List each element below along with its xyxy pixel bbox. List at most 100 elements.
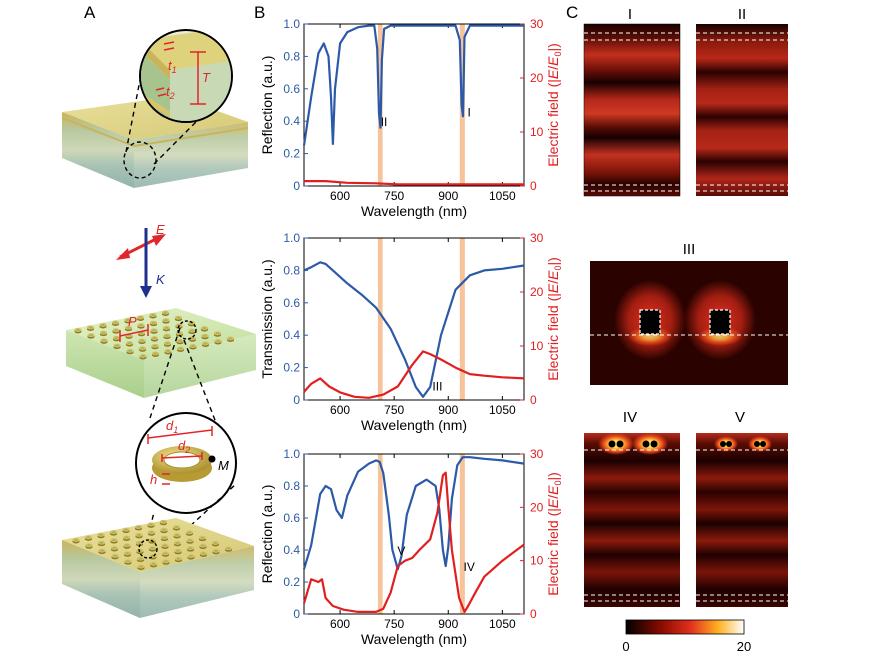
y-tick-label-left: 1.0 bbox=[283, 447, 300, 461]
x-tick-label: 1050 bbox=[489, 617, 516, 631]
x-axis-label: Wavelength (nm) bbox=[361, 203, 467, 219]
combined-device-slab bbox=[62, 483, 254, 618]
y-tick-label-left: 0.2 bbox=[283, 361, 300, 375]
colorbar-max-label: 20 bbox=[737, 639, 751, 654]
y-tick-label-left: 0.6 bbox=[283, 296, 300, 310]
spectrum-chart-1: 600 750 900 1050 0 0.2 0.4 0.6 0.8 1.0 0 10 20 30 Wave… bbox=[259, 17, 563, 219]
y-axis-label-right: Electric field (|E/E0|) bbox=[545, 43, 563, 167]
x-tick-label: 750 bbox=[384, 617, 404, 631]
x-tick-label: 600 bbox=[330, 617, 350, 631]
map-label-II: II bbox=[738, 6, 746, 23]
y-axis-label-left: Reflection (a.u.) bbox=[259, 485, 275, 584]
y-tick-label-left: 0.8 bbox=[283, 49, 300, 63]
plot-frame bbox=[303, 453, 525, 615]
label-t2: t2 bbox=[166, 84, 175, 101]
x-tick-label: 750 bbox=[384, 403, 404, 417]
y-tick-label-left: 0 bbox=[293, 393, 300, 407]
incident-field-arrows: E K bbox=[116, 222, 166, 298]
plot-frame bbox=[303, 23, 525, 187]
y-tick-label-left: 0.4 bbox=[283, 543, 300, 557]
field-map-I bbox=[583, 23, 681, 197]
panel-a: A bbox=[0, 0, 260, 654]
mode-annotation: III bbox=[432, 379, 442, 393]
x-axis-label: Wavelength (nm) bbox=[361, 417, 467, 433]
map-label-IV: IV bbox=[623, 409, 637, 426]
x-tick-label: 1050 bbox=[489, 189, 516, 203]
label-d1: d1 bbox=[166, 418, 178, 435]
mode-annotation: I bbox=[468, 105, 471, 119]
x-tick-label: 600 bbox=[330, 189, 350, 203]
label-t1: t1 bbox=[168, 58, 177, 75]
x-tick-label: 600 bbox=[330, 403, 350, 417]
y-tick-label-right: 10 bbox=[530, 554, 544, 568]
y-tick-label-left: 0 bbox=[293, 179, 300, 193]
resonance-band bbox=[377, 238, 383, 400]
y-axis-label-right: Electric field (|E/E0|) bbox=[545, 257, 563, 381]
y-tick-label-right: 30 bbox=[530, 231, 544, 245]
spectrum-line bbox=[303, 261, 525, 398]
y-axis-label-right: Electric field (|E/E0|) bbox=[545, 472, 563, 596]
spectrum-line bbox=[302, 456, 525, 571]
x-tick-label: 750 bbox=[384, 189, 404, 203]
field-map-V bbox=[696, 433, 788, 607]
x-tick-label: 900 bbox=[438, 617, 458, 631]
y-tick-label-left: 0.8 bbox=[283, 479, 300, 493]
resonance-band bbox=[377, 454, 383, 614]
y-tick-label-left: 0.8 bbox=[283, 263, 300, 277]
layer-zoom-inset bbox=[123, 29, 233, 179]
k-vector-label: K bbox=[156, 272, 166, 287]
panel-label-b: B bbox=[254, 3, 266, 22]
y-tick-label-left: 1.0 bbox=[283, 17, 300, 31]
x-tick-label: 1050 bbox=[489, 403, 516, 417]
y-tick-label-left: 0 bbox=[293, 607, 300, 621]
x-tick-label: 900 bbox=[438, 189, 458, 203]
mode-annotation: V bbox=[397, 544, 405, 558]
field-maps: I II III bbox=[583, 6, 788, 654]
resonance-band bbox=[459, 238, 465, 400]
y-tick-label-right: 0 bbox=[530, 179, 537, 193]
y-tick-label-right: 20 bbox=[530, 71, 544, 85]
field-enhancement-line bbox=[304, 180, 524, 186]
field-enhancement-line bbox=[302, 471, 525, 613]
thickness-labels: t1 t2 T bbox=[166, 58, 211, 101]
y-axis-label-left: Transmission (a.u.) bbox=[259, 259, 275, 378]
y-tick-label-left: 0.4 bbox=[283, 114, 300, 128]
plot-frame bbox=[303, 237, 525, 401]
y-tick-label-right: 0 bbox=[530, 393, 537, 407]
field-map-II bbox=[696, 24, 788, 196]
e-field-label: E bbox=[156, 222, 165, 237]
y-tick-label-left: 0.2 bbox=[283, 575, 300, 589]
spectra-charts: 600 750 900 1050 0 0.2 0.4 0.6 0.8 1.0 0 10 20 30 Wave… bbox=[259, 17, 563, 647]
mode-annotation: IV bbox=[464, 560, 475, 574]
field-map-III bbox=[590, 261, 788, 385]
spectrum-line bbox=[302, 24, 524, 146]
panel-label-a: A bbox=[84, 3, 96, 22]
y-tick-label-right: 30 bbox=[530, 17, 544, 31]
panel-label-c: C bbox=[566, 3, 579, 22]
x-tick-label: 900 bbox=[438, 403, 458, 417]
y-tick-label-left: 0.6 bbox=[283, 511, 300, 525]
y-tick-label-left: 1.0 bbox=[283, 231, 300, 245]
period-label: P bbox=[128, 314, 137, 329]
field-map-IV bbox=[584, 433, 680, 607]
panel-c: C bbox=[566, 0, 872, 654]
y-tick-label-right: 20 bbox=[530, 285, 544, 299]
spectrum-chart-2: 600 750 900 1050 0 0.2 0.4 0.6 0.8 1.0 0 10 20 30 Wave… bbox=[259, 231, 563, 433]
y-tick-label-right: 30 bbox=[530, 447, 544, 461]
schematic-figure: t1 t2 T E K P bbox=[61, 29, 256, 618]
label-T: T bbox=[202, 70, 211, 85]
spectrum-chart-3: 600 750 900 1050 0 0.2 0.4 0.6 0.8 1.0 0 10 20 30 Wave… bbox=[259, 447, 563, 647]
map-label-I: I bbox=[628, 6, 632, 23]
y-tick-label-left: 0.6 bbox=[283, 82, 300, 96]
y-tick-label-right: 10 bbox=[530, 125, 544, 139]
y-tick-label-left: 0.2 bbox=[283, 147, 300, 161]
panel-b: B 600 750 900 1050 0 0.2 0.4 0.6 0.8 1.0 0 10 20 30 Wa… bbox=[248, 0, 578, 654]
label-M: M bbox=[218, 458, 229, 473]
label-h: h bbox=[150, 472, 157, 487]
resonance-band bbox=[459, 454, 465, 614]
x-axis-label: Wavelength (nm) bbox=[361, 631, 467, 647]
nanoring-array-slab: P bbox=[66, 308, 256, 398]
y-tick-label-right: 20 bbox=[530, 500, 544, 514]
colorbar: 0 20 bbox=[622, 619, 751, 654]
map-label-V: V bbox=[735, 409, 745, 426]
